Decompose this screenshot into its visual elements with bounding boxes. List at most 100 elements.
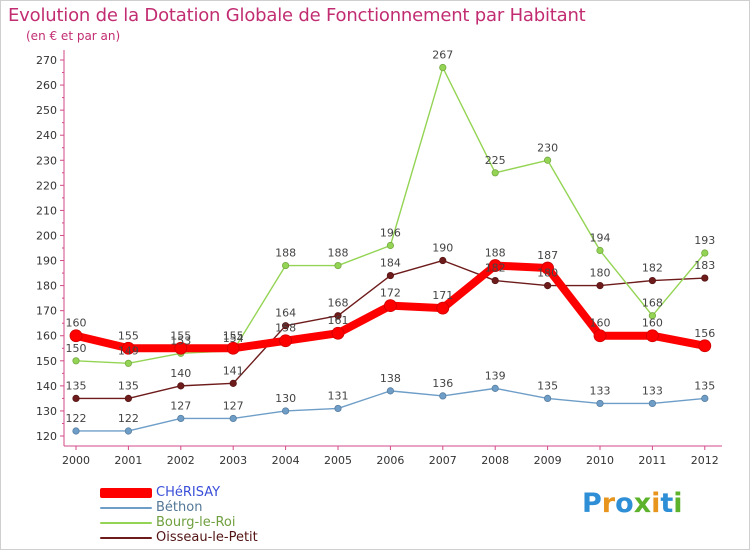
data-point-oisseau-le-petit	[701, 274, 709, 282]
data-point-oisseau-le-petit	[334, 312, 342, 320]
data-point-oisseau-le-petit	[229, 379, 237, 387]
data-label-ch-risay: 161	[328, 314, 349, 327]
data-label-bourg-le-roi: 168	[642, 297, 663, 310]
data-point-b-thon	[124, 427, 132, 435]
data-label-oisseau-le-petit: 183	[694, 259, 715, 272]
data-label-ch-risay: 172	[380, 287, 401, 300]
data-point-ch-risay	[174, 341, 188, 355]
data-point-oisseau-le-petit	[124, 394, 132, 402]
data-point-b-thon	[491, 384, 499, 392]
data-point-b-thon	[701, 394, 709, 402]
data-point-bourg-le-roi	[701, 249, 709, 257]
data-point-ch-risay	[383, 299, 397, 313]
data-point-oisseau-le-petit	[543, 281, 552, 290]
x-tick-label: 2008	[481, 454, 509, 467]
data-label-b-thon: 138	[380, 372, 401, 385]
x-tick-label: 2000	[62, 454, 90, 467]
data-label-bourg-le-roi: 193	[694, 234, 715, 247]
data-label-oisseau-le-petit: 135	[118, 379, 139, 392]
data-point-ch-risay	[698, 339, 712, 353]
x-tick-label: 2010	[586, 454, 614, 467]
proxiti-logo: Proxiti	[582, 488, 683, 519]
axes: 120 130 140 150 160 170 180 190 200 210 220 230 240 2…	[36, 50, 722, 467]
y-tick-label: 120	[36, 430, 57, 443]
data-label-bourg-le-roi: 225	[485, 154, 506, 167]
y-tick-label: 230	[36, 154, 57, 167]
data-label-b-thon: 131	[328, 389, 349, 402]
data-label-bourg-le-roi: 194	[590, 232, 611, 245]
data-label-bourg-le-roi: 230	[537, 141, 558, 154]
data-label-b-thon: 133	[590, 384, 611, 397]
x-tick-label: 2009	[534, 454, 562, 467]
data-label-b-thon: 135	[694, 379, 715, 392]
data-point-ch-risay	[69, 329, 83, 343]
data-label-oisseau-le-petit: 135	[66, 379, 87, 392]
y-tick-label: 130	[36, 405, 57, 418]
data-label-b-thon: 136	[432, 377, 453, 390]
x-tick-label: 2007	[429, 454, 457, 467]
data-label-bourg-le-roi: 188	[275, 247, 296, 260]
data-point-ch-risay	[331, 326, 345, 340]
data-point-bourg-le-roi	[596, 246, 604, 255]
data-point-bourg-le-roi	[281, 261, 290, 270]
data-point-b-thon	[72, 427, 80, 435]
data-point-ch-risay	[541, 261, 554, 275]
data-point-bourg-le-roi	[648, 312, 657, 320]
logo-letter: o	[615, 488, 634, 519]
data-point-ch-risay	[646, 329, 659, 343]
data-point-b-thon	[386, 387, 394, 395]
data-label-oisseau-le-petit: 184	[380, 257, 401, 270]
data-label-oisseau-le-petit: 190	[432, 242, 453, 255]
y-tick-label: 190	[36, 255, 57, 268]
data-label-b-thon: 135	[537, 379, 558, 392]
chart-title: Evolution de la Dotation Globale de Fonc…	[8, 5, 586, 26]
y-tick-label: 220	[36, 179, 57, 192]
data-label-b-thon: 122	[118, 412, 139, 425]
chart-subtitle: (en € et par an)	[26, 29, 121, 43]
data-point-oisseau-le-petit	[596, 281, 604, 290]
legend-label: Béthon	[156, 500, 203, 515]
data-labels-layer: 135 135 140 141 164 168 184 190 182 180 180 182 183 1…	[66, 49, 716, 425]
y-tick-label: 260	[36, 79, 57, 92]
legend-label: CHéRISAY	[156, 485, 221, 500]
data-label-oisseau-le-petit: 141	[223, 364, 244, 377]
legend-label: Oisseau-le-Petit	[156, 530, 258, 545]
y-tick-label: 180	[36, 280, 57, 293]
data-point-b-thon	[281, 407, 290, 415]
legend-swatch	[100, 507, 152, 509]
data-label-ch-risay: 188	[485, 247, 506, 260]
data-label-oisseau-le-petit: 180	[590, 267, 611, 280]
data-label-bourg-le-roi: 188	[328, 247, 349, 260]
series-ch-risay	[69, 259, 712, 355]
data-label-oisseau-le-petit: 140	[170, 367, 191, 380]
data-label-ch-risay: 171	[432, 289, 453, 302]
x-tick-label: 2006	[376, 454, 404, 467]
data-point-b-thon	[439, 392, 447, 400]
y-tick-label: 250	[36, 104, 57, 117]
data-point-ch-risay	[436, 301, 450, 315]
logo-letter: P	[582, 488, 602, 519]
data-label-b-thon: 139	[485, 369, 506, 382]
data-point-ch-risay	[593, 329, 607, 343]
data-point-bourg-le-roi	[72, 357, 80, 365]
data-point-bourg-le-roi	[439, 63, 447, 72]
logo-letter: t	[660, 488, 674, 519]
data-label-oisseau-le-petit: 164	[275, 307, 296, 320]
data-label-ch-risay: 155	[170, 329, 191, 342]
y-tick-label: 200	[36, 229, 57, 242]
data-label-bourg-le-roi: 154	[223, 332, 244, 345]
y-tick-label: 210	[36, 204, 57, 217]
legend-swatch	[100, 488, 152, 498]
logo-letter: i	[673, 488, 683, 519]
x-tick-label: 2011	[638, 454, 666, 467]
data-label-bourg-le-roi: 267	[432, 49, 453, 62]
data-point-b-thon	[596, 399, 604, 408]
y-tick-label: 150	[36, 355, 57, 368]
data-point-b-thon	[648, 399, 657, 408]
series-bourg-le-roi	[72, 63, 709, 367]
data-point-oisseau-le-petit	[72, 394, 80, 402]
data-label-ch-risay: 158	[275, 322, 296, 335]
data-point-oisseau-le-petit	[177, 382, 185, 390]
legend-label: Bourg-le-Roi	[156, 515, 236, 530]
